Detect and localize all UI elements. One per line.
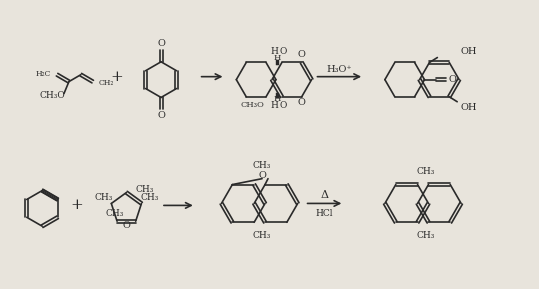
Text: +: + (110, 70, 123, 84)
Text: O: O (258, 171, 266, 180)
Text: H₃O⁺: H₃O⁺ (327, 65, 352, 74)
Text: CH₃: CH₃ (140, 193, 158, 202)
Text: CH₃O: CH₃O (39, 91, 65, 100)
Text: H: H (270, 101, 278, 110)
Text: OH: OH (460, 103, 476, 112)
Text: O: O (448, 75, 456, 84)
Text: CH₃O: CH₃O (240, 101, 264, 109)
Text: O: O (298, 98, 306, 107)
Text: Δ: Δ (321, 190, 328, 199)
Text: H: H (273, 95, 281, 103)
Text: OH: OH (460, 47, 476, 56)
Text: CH₃: CH₃ (253, 231, 271, 240)
Text: H₂C: H₂C (36, 70, 51, 78)
Text: O: O (279, 47, 287, 56)
Text: CH₃: CH₃ (135, 185, 154, 194)
Text: HCl: HCl (316, 209, 333, 218)
Text: +: + (71, 199, 83, 212)
Text: O: O (157, 40, 165, 49)
Text: CH₃: CH₃ (253, 161, 271, 170)
Text: O: O (122, 221, 130, 230)
Text: CH₃: CH₃ (105, 209, 123, 218)
Text: H: H (273, 54, 281, 62)
Text: CH₂: CH₂ (99, 79, 114, 87)
Text: CH₃: CH₃ (416, 167, 434, 176)
Text: CH₃: CH₃ (416, 231, 434, 240)
Text: O: O (279, 101, 287, 110)
Text: O: O (298, 50, 306, 59)
Text: CH₃: CH₃ (94, 193, 113, 202)
Text: H: H (270, 47, 278, 56)
Text: O: O (157, 111, 165, 120)
